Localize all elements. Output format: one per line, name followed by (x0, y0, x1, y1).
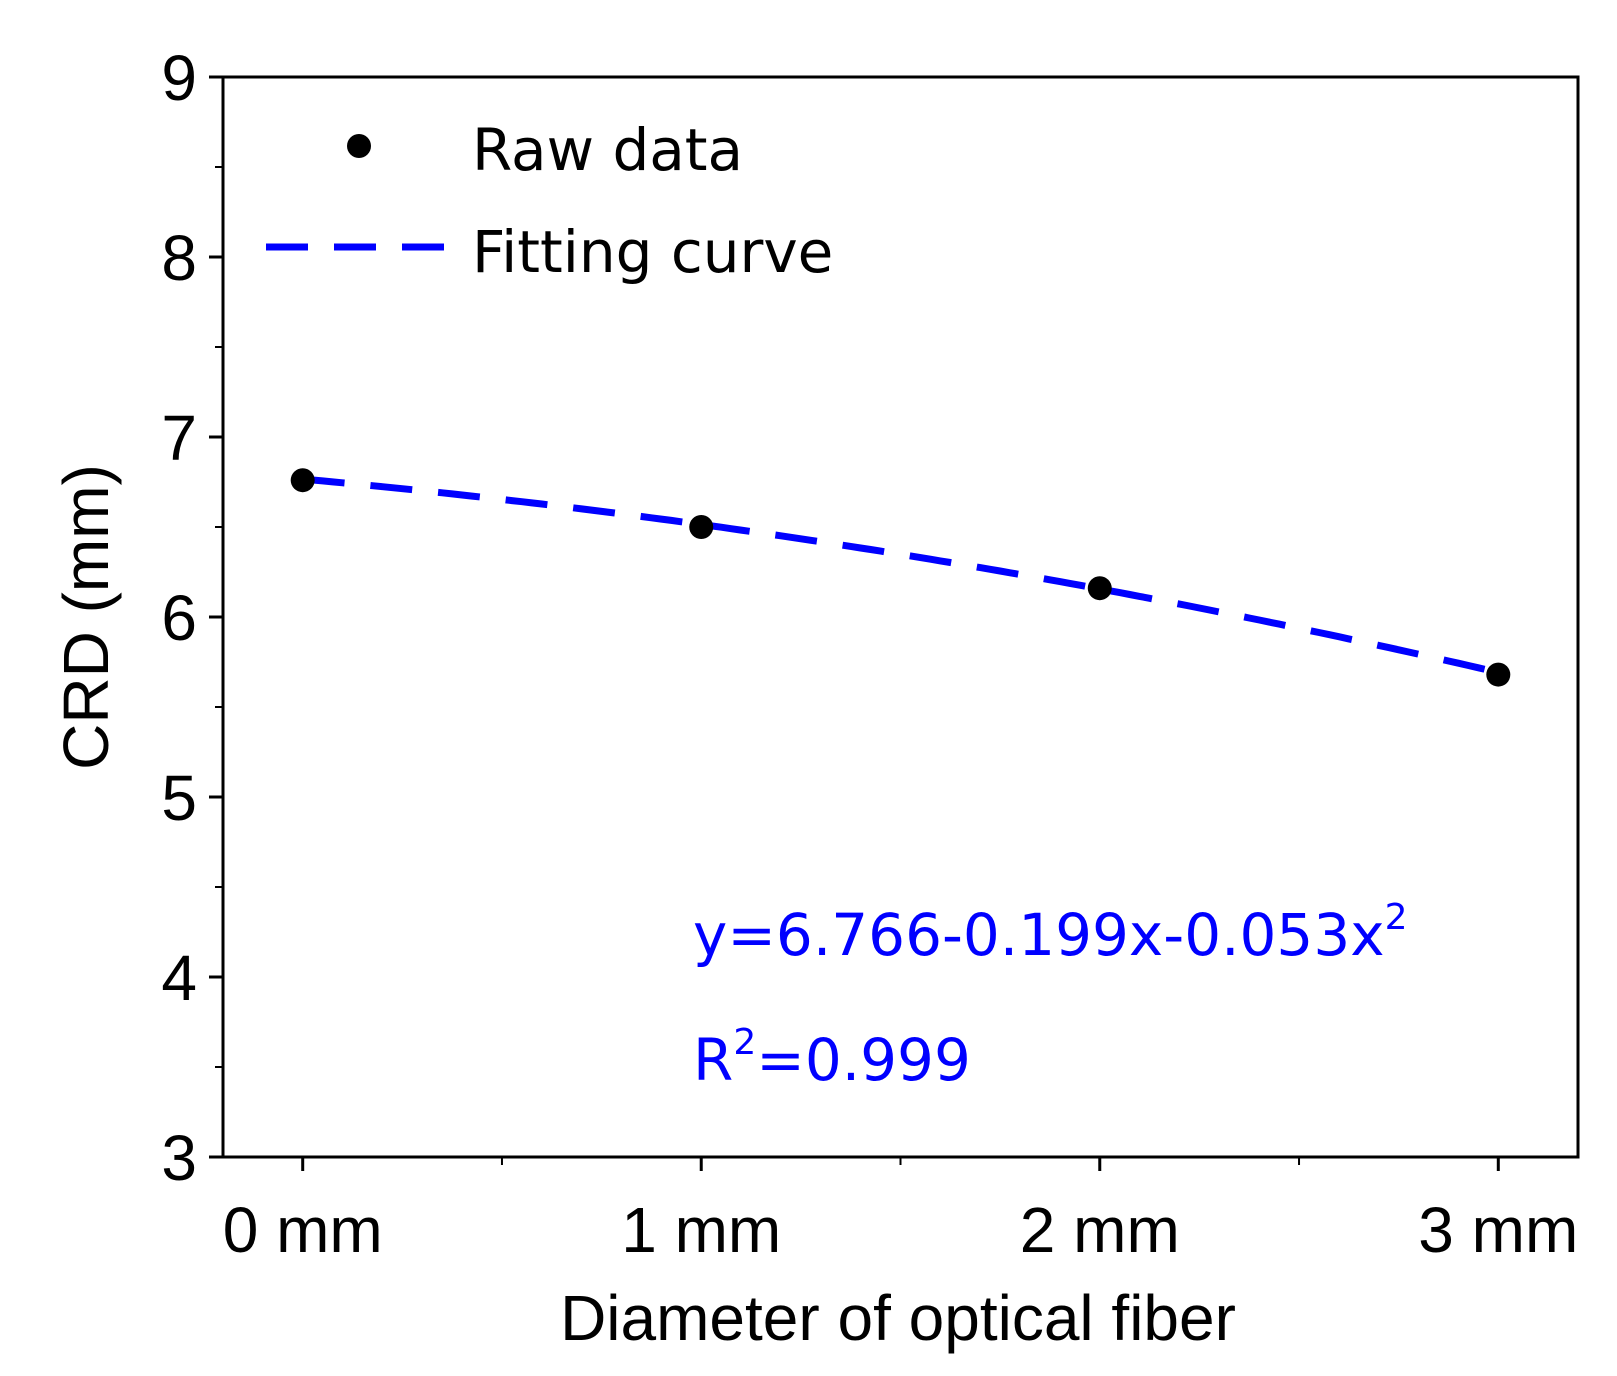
legend-raw-data-marker (347, 134, 371, 158)
raw-data-series (290, 468, 1511, 687)
y-tick-label: 8 (161, 222, 197, 294)
y-tick-label: 6 (161, 582, 197, 654)
raw-data-point (1087, 576, 1112, 601)
r-squared-prefix: R (693, 1026, 733, 1094)
raw-data-point (1486, 662, 1511, 687)
y-tick-label: 9 (161, 42, 197, 114)
r-squared-value: =0.999 (756, 1026, 971, 1094)
legend-raw-data-label: Raw data (472, 116, 743, 184)
x-tick-label: 0 mm (223, 1194, 383, 1266)
raw-data-point (290, 468, 315, 493)
x-tick-label: 1 mm (621, 1194, 781, 1266)
y-axis-title: CRD (mm) (50, 464, 122, 770)
fit-equation-main: y=6.766-0.199x-0.053x (693, 901, 1385, 969)
y-axis: 3 4 5 6 7 8 9 (161, 42, 223, 1194)
y-tick-label: 4 (161, 942, 197, 1014)
fitting-curve-series (302, 475, 1500, 676)
legend: Raw data Fitting curve (266, 116, 833, 286)
fit-equation: y=6.766-0.199x-0.053x2 (693, 897, 1407, 969)
r-squared-exponent: 2 (733, 1022, 756, 1063)
fitting-curve-line (302, 475, 1500, 676)
x-tick-label: 2 mm (1020, 1194, 1180, 1266)
x-axis: 0 mm 1 mm 2 mm 3 mm (223, 1157, 1578, 1266)
fit-equation-exponent: 2 (1385, 897, 1408, 938)
raw-data-point (689, 515, 714, 539)
y-tick-label: 3 (161, 1122, 197, 1194)
x-axis-title: Diameter of optical fiber (560, 1282, 1236, 1354)
y-tick-label: 7 (161, 402, 197, 474)
plot-area-frame (221, 75, 1580, 1159)
legend-fitting-curve-label: Fitting curve (472, 218, 833, 286)
x-tick-label: 3 mm (1418, 1194, 1578, 1266)
y-tick-label: 5 (161, 762, 197, 834)
r-squared: R2=0.999 (693, 1022, 971, 1094)
